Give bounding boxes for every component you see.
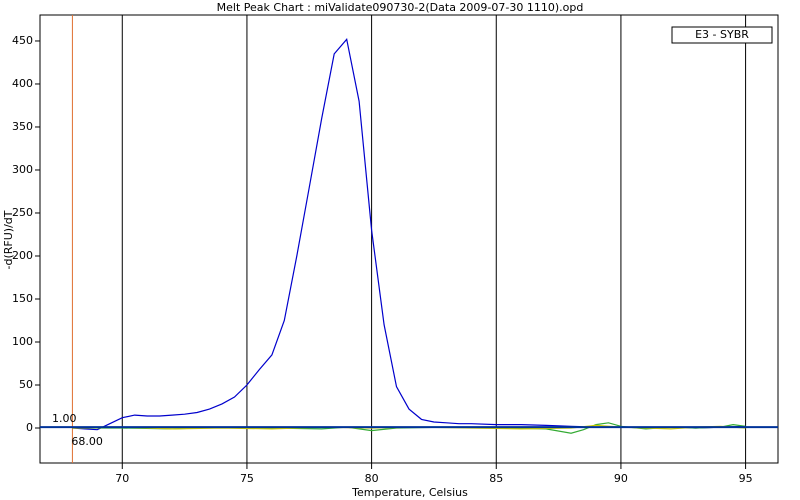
y-tick-label: 450 <box>12 34 33 47</box>
plot-frame <box>39 14 779 464</box>
series-line <box>72 424 746 430</box>
y-tick-label: 0 <box>26 421 33 434</box>
y-tick-label: 100 <box>12 335 33 348</box>
x-tick-label: 70 <box>115 472 129 485</box>
y-tick-label: 200 <box>12 249 33 262</box>
legend-box <box>671 26 773 44</box>
x-tick-label: 85 <box>489 472 503 485</box>
series-line <box>72 37 746 431</box>
marker-line-label: 68.00 <box>71 435 103 448</box>
chart-title: Melt Peak Chart : miValidate090730-2(Dat… <box>217 1 584 14</box>
x-axis-label: Temperature, Celsius <box>351 486 468 499</box>
x-tick-label: 75 <box>240 472 254 485</box>
y-tick-label: 150 <box>12 292 33 305</box>
legend-entry: E3 - SYBR <box>695 28 749 41</box>
x-tick-label: 80 <box>365 472 379 485</box>
threshold-label: 1.00 <box>52 412 77 425</box>
y-tick-label: 300 <box>12 163 33 176</box>
x-tick-label: 90 <box>614 472 628 485</box>
x-tick-label: 95 <box>739 472 753 485</box>
y-tick-label: 350 <box>12 120 33 133</box>
y-axis-label: -d(RFU)/dT <box>2 210 15 269</box>
y-tick-label: 50 <box>19 378 33 391</box>
y-tick-label: 400 <box>12 77 33 90</box>
y-tick-label: 250 <box>12 206 33 219</box>
